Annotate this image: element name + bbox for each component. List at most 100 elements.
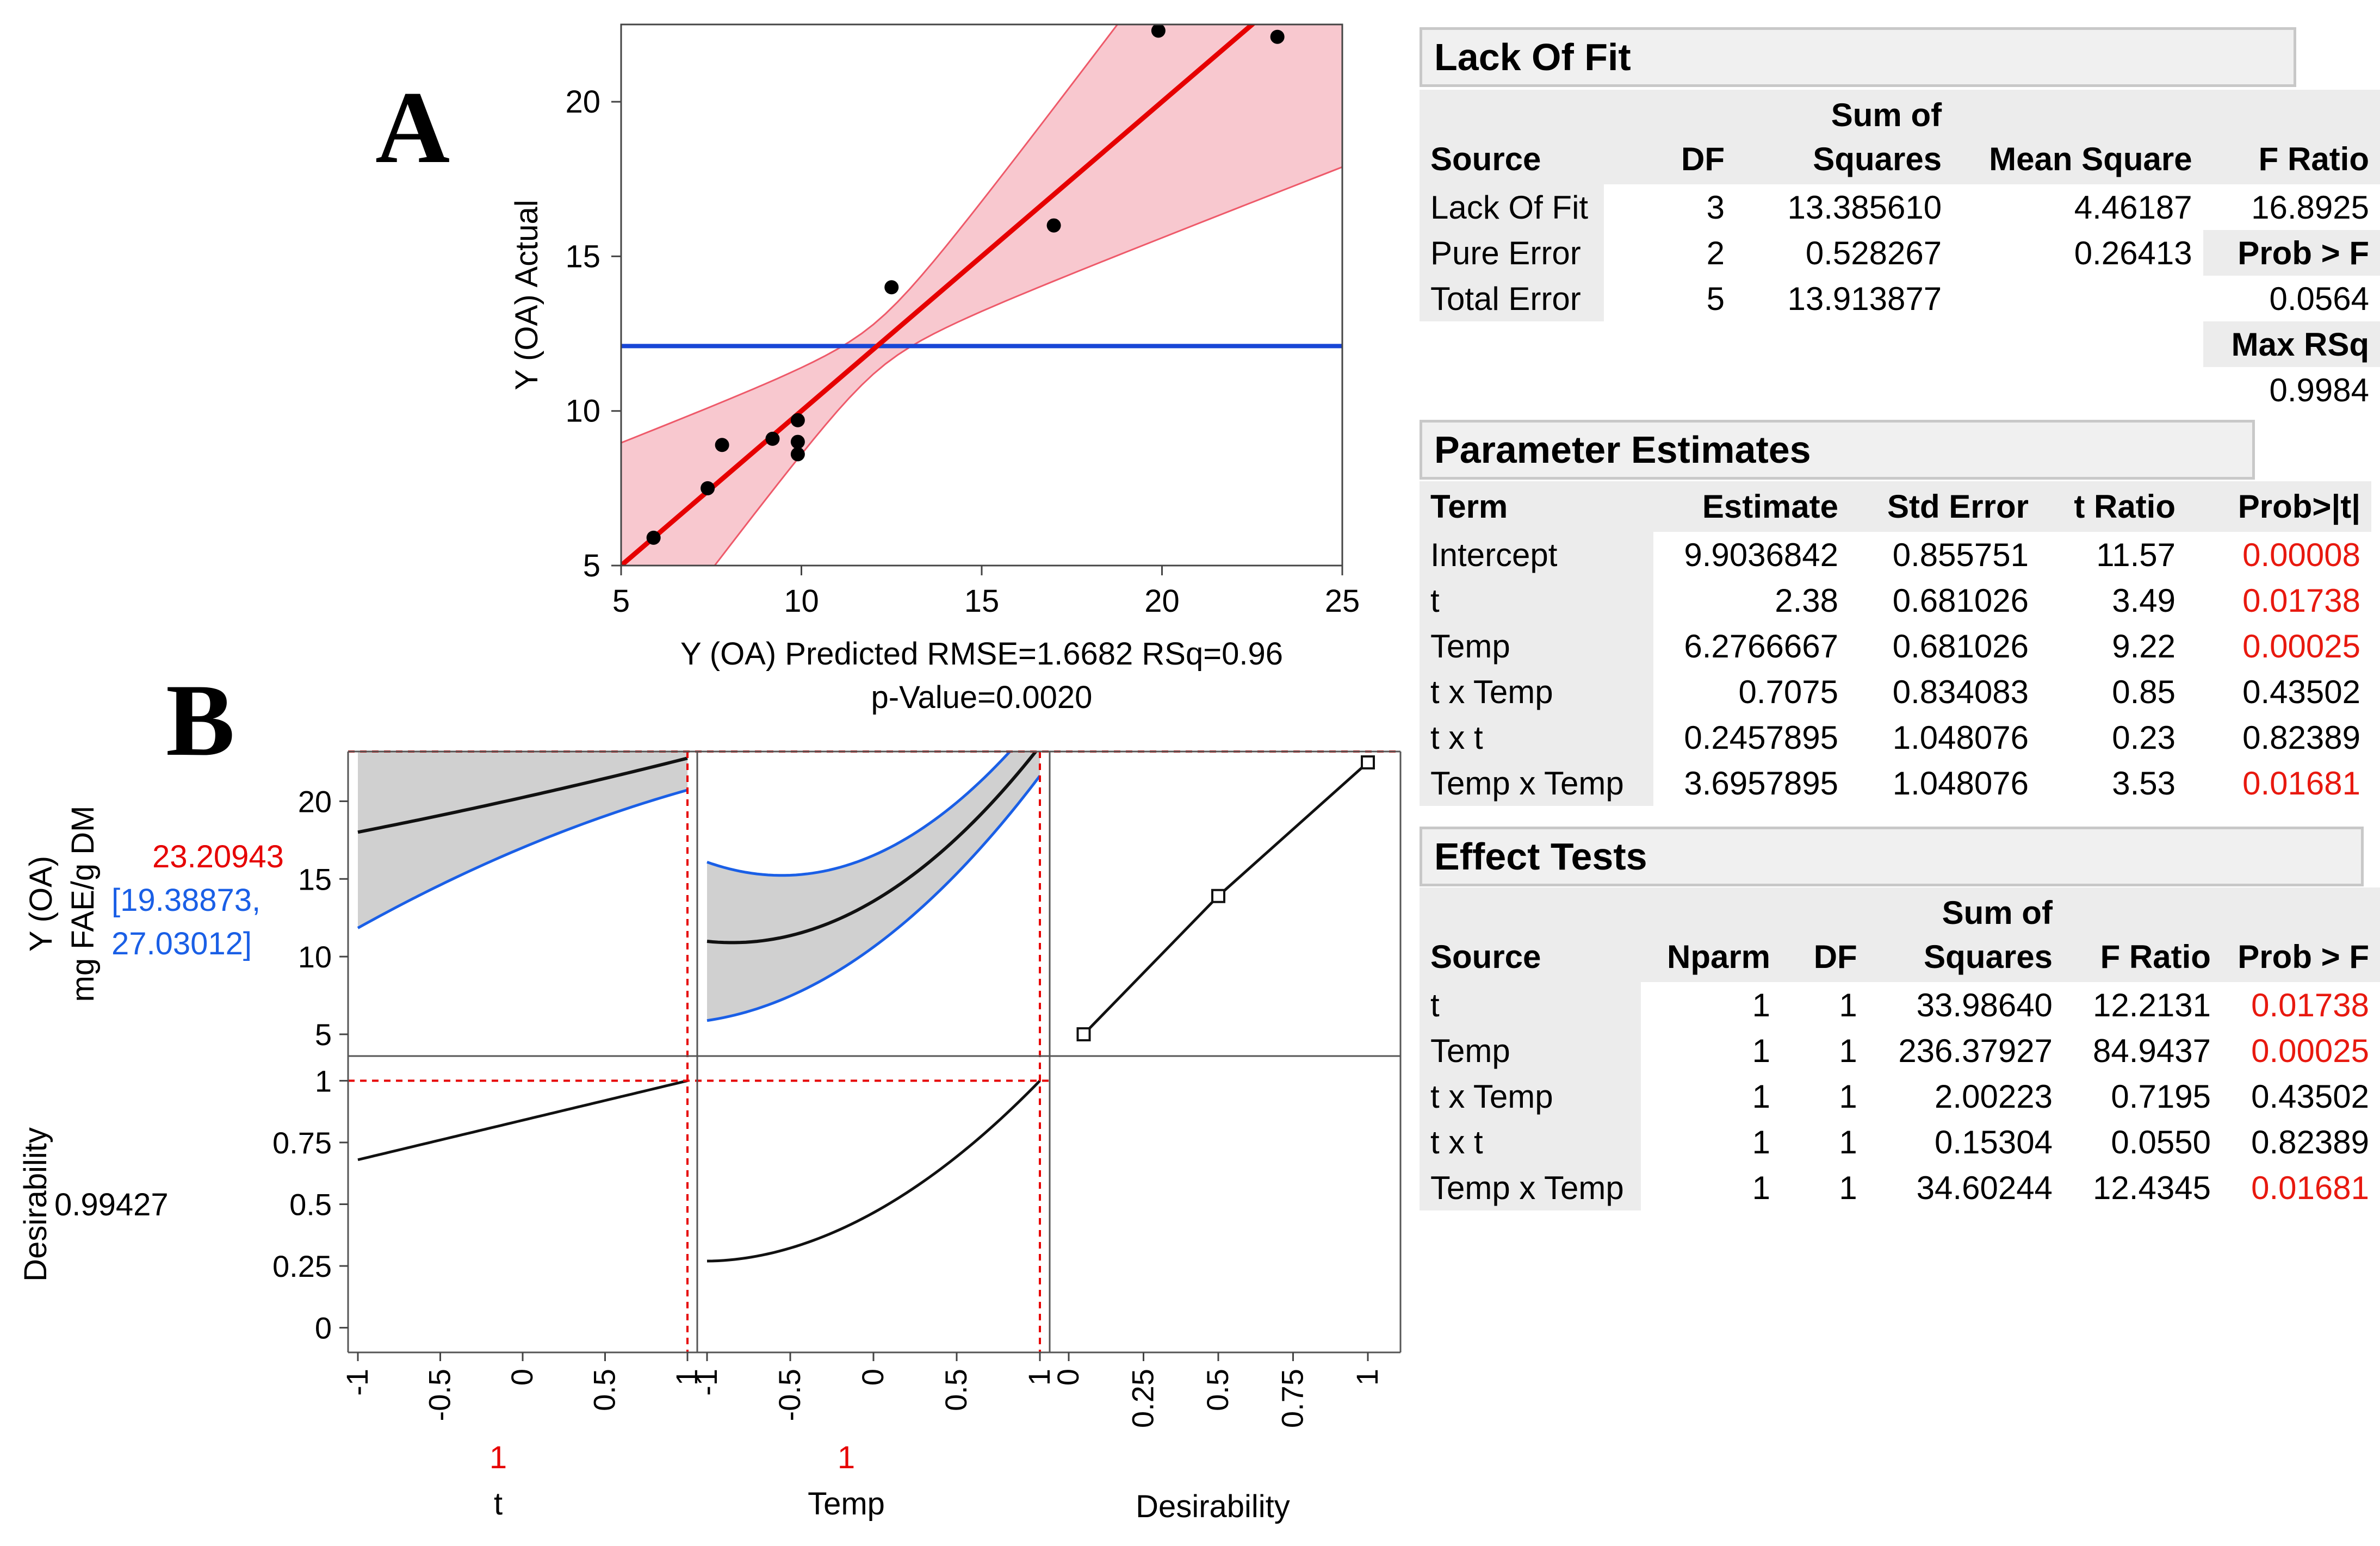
- table-cell: Temp x Temp: [1420, 1165, 1641, 1210]
- effect-tests-title: Effect Tests: [1420, 827, 2364, 886]
- parameter-estimates-table: Term Estimate Std Error t Ratio Prob>|t| Inte…: [1420, 481, 2371, 806]
- table-cell: 12.4345: [2093, 1169, 2211, 1206]
- table-cell: 6.2766667: [1684, 628, 1838, 665]
- column-header: Term: [1420, 481, 1653, 532]
- table-cell: 0.85: [2112, 673, 2176, 710]
- confidence-interval-low: [19.38873,: [111, 883, 261, 918]
- predicted-value: 23.20943: [152, 839, 284, 874]
- table-cell: 0.834083: [1892, 673, 2029, 710]
- table-row: Max RSq: [1420, 321, 2380, 367]
- table-row: Intercept 9.9036842 0.855751 11.57 0.00008: [1420, 532, 2371, 578]
- table-row: Pure Error 2 0.528267 0.26413 Prob > F: [1420, 230, 2380, 276]
- table-cell: [1953, 321, 2203, 367]
- table-cell: t x Temp: [1420, 1073, 1641, 1119]
- desirability-label: Desirability: [18, 1127, 53, 1282]
- table-cell: 0.43502: [2251, 1078, 2369, 1115]
- data-point: [1046, 218, 1061, 233]
- header-row: Source Nparm DF Sum of Squares F Ratio Prob > …: [1420, 887, 2380, 982]
- table-cell: 0.681026: [1892, 628, 2029, 665]
- desirability-function-line: [1082, 761, 1369, 1035]
- table-cell: 1: [1839, 1123, 1857, 1160]
- table-cell: 16.8925: [2251, 189, 2369, 226]
- table-cell: 0.7195: [2111, 1078, 2211, 1115]
- table-cell: Temp: [1420, 1028, 1641, 1073]
- column-header-line2: Source: [1430, 939, 1541, 975]
- table-cell: 0.7075: [1738, 673, 1838, 710]
- table-row: Temp x Temp 1 1 34.60244 12.4345 0.01681: [1420, 1165, 2380, 1210]
- table-cell: [1604, 321, 1736, 367]
- column-header-line2: Squares: [1813, 141, 1942, 177]
- desirability-handle: [1076, 1027, 1091, 1041]
- table-cell: 1: [1752, 1078, 1771, 1115]
- column-header-line1: [1430, 892, 1630, 935]
- table-cell: 3: [1706, 189, 1725, 226]
- y-tick-label-bottom: 1: [315, 1064, 332, 1098]
- parameter-estimates-title: Parameter Estimates: [1420, 420, 2255, 480]
- column-header: Estimate: [1653, 481, 1849, 532]
- table-cell: [1420, 321, 1604, 367]
- table-cell: Total Error: [1420, 276, 1604, 321]
- x-tick-label-factor: -0.5: [423, 1369, 457, 1421]
- column-header-line2: DF: [1681, 141, 1725, 177]
- column-header-line1: [1963, 95, 2192, 137]
- panel-label-a: A: [375, 71, 450, 185]
- table-cell: 9.9036842: [1684, 536, 1838, 573]
- column-header-line1: [1430, 95, 1593, 137]
- table-cell: 0.01681: [2251, 1169, 2369, 1206]
- header-row: Term Estimate Std Error t Ratio Prob>|t|: [1420, 481, 2371, 532]
- table-cell: 2.00223: [1935, 1078, 2053, 1115]
- table-cell: 0.82389: [2251, 1123, 2369, 1160]
- table-cell: 11.57: [2096, 536, 2176, 573]
- x-tick-label-factor: 1: [670, 1369, 704, 1386]
- table-row: 0.9984: [1420, 367, 2380, 413]
- data-point: [1270, 29, 1285, 44]
- table-cell: 1: [1839, 1032, 1857, 1069]
- column-header-line2: DF: [1813, 939, 1857, 975]
- confidence-upper-curve: [621, 24, 1119, 444]
- table-cell: Prob > F: [2203, 230, 2380, 276]
- x-tick-label-desirability: 0: [1051, 1369, 1085, 1386]
- table-cell: 9.22: [2112, 628, 2176, 665]
- table-cell: Pure Error: [1420, 230, 1604, 276]
- x-tick-label-factor: 0: [505, 1369, 539, 1386]
- table-cell: Intercept: [1420, 532, 1653, 578]
- table-cell: 0.00025: [2242, 628, 2360, 665]
- y-tick-label-bottom: 0.5: [289, 1188, 332, 1222]
- profiler-top-cell: [706, 752, 1041, 1022]
- column-header: DF: [1603, 90, 1736, 184]
- y-tick-label-top: 10: [298, 940, 332, 974]
- table-cell: 1: [1752, 1032, 1771, 1069]
- confidence-band: [621, 24, 1342, 566]
- table-cell: 1: [1752, 1169, 1771, 1206]
- y-tick-label-top: 15: [298, 862, 332, 896]
- table-cell: 236.37927: [1898, 1032, 2053, 1069]
- actual-by-predicted-chart: 5 10 15 20 25 5 10 15 20 Y (OA) Predicted RMSE=1.…: [509, 23, 1360, 715]
- x-tick-label-factor: 1: [1022, 1369, 1056, 1386]
- x-tick-label-desirability: 0.25: [1126, 1369, 1160, 1428]
- column-header-line2: Nparm: [1666, 939, 1771, 975]
- x-tick-label-desirability: 0.75: [1275, 1369, 1310, 1428]
- table-row: Temp 1 1 236.37927 84.9437 0.00025: [1420, 1028, 2380, 1073]
- desirability-handle: [1211, 889, 1225, 903]
- ci-upper-curve: [706, 752, 1012, 877]
- column-header: F Ratio: [2063, 887, 2222, 982]
- data-point: [884, 280, 899, 295]
- y-axis-label: Y (OA) Actual: [509, 200, 544, 390]
- table-cell: Max RSq: [2203, 321, 2380, 367]
- table-row: Temp 6.2766667 0.681026 9.22 0.00025: [1420, 623, 2371, 669]
- table-cell: [1604, 367, 1736, 413]
- data-point: [790, 413, 805, 427]
- table-cell: [1736, 321, 1953, 367]
- column-header: F Ratio: [2203, 90, 2380, 184]
- table-cell: [1736, 367, 1953, 413]
- table-cell: 3.6957895: [1684, 765, 1838, 802]
- plot-area: [621, 24, 1342, 566]
- x-axis-label: Y (OA) Predicted RMSE=1.6682 RSq=0.96: [680, 636, 1283, 672]
- column-header: Mean Square: [1953, 90, 2203, 184]
- table-row: Temp x Temp 3.6957895 1.048076 3.53 0.01681: [1420, 760, 2371, 806]
- table-cell: 0.43502: [2242, 673, 2360, 710]
- table-cell: t x t: [1420, 715, 1653, 760]
- desirability-curve: [706, 1079, 1041, 1263]
- table-cell: t: [1420, 982, 1641, 1028]
- lack-of-fit-table: Source DF Sum of Squares Mean Square F Ratio L…: [1420, 90, 2380, 413]
